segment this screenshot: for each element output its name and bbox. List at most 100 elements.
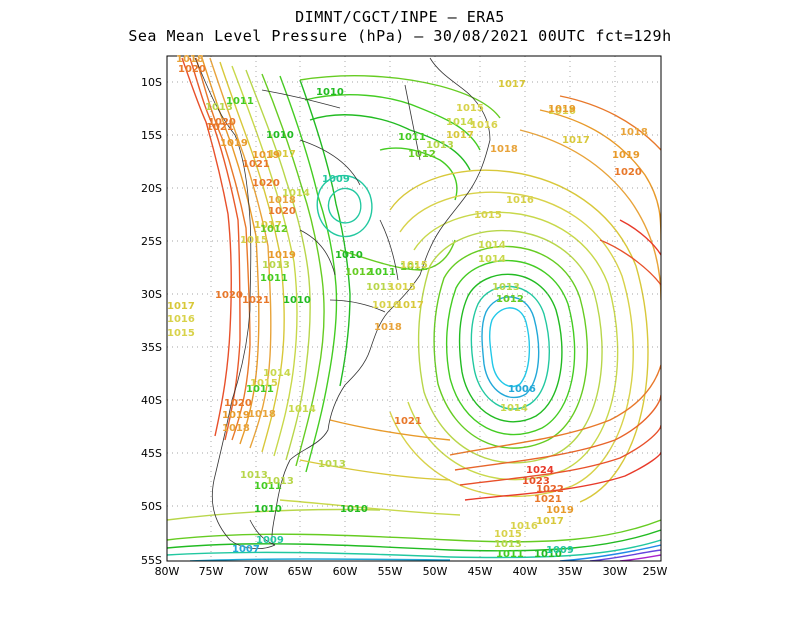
contour-label: 1011: [226, 96, 254, 107]
contour-label: 1013: [318, 459, 346, 470]
lat-tick-label: 15S: [141, 129, 162, 142]
contour-label: 1017: [536, 516, 564, 527]
contour-label: 1015: [494, 529, 522, 540]
lon-tick-label: 50W: [423, 565, 448, 578]
contour-label: 1020: [614, 167, 642, 178]
lon-tick-label: 35W: [558, 565, 583, 578]
contour-label: 1015: [240, 235, 268, 246]
contour-label: 1016: [470, 120, 498, 131]
contour-label: 1010: [266, 130, 294, 141]
contour-label: 1021: [242, 159, 270, 170]
lat-tick-label: 50S: [141, 500, 162, 513]
contour-label: 1007: [232, 544, 260, 555]
contour-label: 1021: [534, 494, 562, 505]
contour-label: 1015: [456, 103, 484, 114]
contour-label: 1024: [526, 465, 554, 476]
contour-label: 1020: [252, 178, 280, 189]
map-subtitle: Sea Mean Level Pressure (hPa) – 30/08/20…: [128, 27, 672, 45]
contour-label: 1021: [206, 122, 234, 133]
lon-tick-label: 75W: [199, 565, 224, 578]
contour-label: 1017: [396, 300, 424, 311]
contour-label: 1019: [220, 138, 248, 149]
contour-label: 1018: [222, 423, 250, 434]
lat-tick-label: 35S: [141, 341, 162, 354]
lat-tick-label: 40S: [141, 394, 162, 407]
contour-label: 1019: [548, 104, 576, 115]
contour-label: 1014: [282, 188, 310, 199]
lon-tick-label: 45W: [468, 565, 493, 578]
contour-label: 1015: [388, 282, 416, 293]
contour-label: 1013: [426, 140, 454, 151]
contour-label: 1017: [446, 130, 474, 141]
contour-label: 1013: [240, 470, 268, 481]
contour-label: 1013: [366, 282, 394, 293]
contour-label: 1010: [340, 504, 368, 515]
contour-label: 1010: [316, 87, 344, 98]
contour-label: 1018: [374, 322, 402, 333]
map-frame: [166, 55, 662, 562]
contour-label: 1019: [252, 150, 280, 161]
contour-label: 1015: [167, 328, 195, 339]
lon-tick-label: 60W: [333, 565, 358, 578]
contour-label: 1012: [260, 224, 288, 235]
contour-label: 1006: [508, 384, 536, 395]
contour-label: 1009: [546, 545, 574, 556]
lat-tick-label: 45S: [141, 447, 162, 460]
contour-label: 1010: [534, 549, 562, 560]
contour-label-layer: 1018 1020 1013 1021 1019 1010 1017 1021 …: [167, 54, 648, 560]
contour-label: 1011: [254, 481, 282, 492]
contour-label: 1014: [478, 240, 506, 251]
contour-label: 1018: [176, 54, 204, 65]
contour-label: 1009: [256, 535, 284, 546]
contour-label: 1017: [167, 301, 195, 312]
contour-label: 1011: [398, 132, 426, 143]
contour-label: 1017: [562, 135, 590, 146]
contour-label: 1020: [215, 290, 243, 301]
contour-label: 1016: [510, 521, 538, 532]
lon-tick-label: 55W: [378, 565, 403, 578]
contour-label: 1013: [492, 282, 520, 293]
contour-label: 1020: [268, 206, 296, 217]
contour-label: 1012: [345, 267, 373, 278]
lon-axis: 80W 75W 70W 65W 60W 55W 50W 45W 40W 35W …: [155, 565, 668, 578]
contour-label: 1017: [268, 149, 296, 160]
contour-label: 1019: [612, 150, 640, 161]
contour-label: 1018: [620, 127, 648, 138]
contour-label: 1023: [522, 476, 550, 487]
contour-label: 1012: [408, 149, 436, 160]
contour-label: 1017: [498, 79, 526, 90]
contour-label: 1012: [400, 262, 428, 273]
contour-label: 1022: [536, 484, 564, 495]
contour-label: 1014: [446, 117, 474, 128]
lon-tick-label: 65W: [288, 565, 313, 578]
lon-tick-label: 25W: [643, 565, 668, 578]
contour-label: 1013: [266, 476, 294, 487]
contour-label: 1013: [205, 102, 233, 113]
contour-label: 1012: [496, 294, 524, 305]
contour-label: 1016: [548, 106, 576, 117]
contour-label: 1013: [494, 539, 522, 550]
contour-label: 1010: [283, 295, 311, 306]
contour-label: 1020: [224, 398, 252, 409]
contour-label: 1011: [246, 384, 274, 395]
contour-label: 1011: [496, 549, 524, 560]
contour-label: 1014: [288, 404, 316, 415]
map-title: DIMNT/CGCT/INPE – ERA5: [295, 8, 505, 26]
coastline-layer: [194, 57, 491, 550]
contour-label: 1015: [250, 378, 278, 389]
contour-label: 1018: [248, 409, 276, 420]
lat-tick-label: 30S: [141, 288, 162, 301]
contour-label: 1019: [546, 505, 574, 516]
contour-label: 1021: [394, 416, 422, 427]
lat-tick-label: 20S: [141, 182, 162, 195]
isobar-layer: [167, 57, 661, 561]
contour-label: 1009: [322, 174, 350, 185]
contour-label: 1019: [268, 250, 296, 261]
lat-tick-label: 10S: [141, 76, 162, 89]
contour-label: 1020: [178, 64, 206, 75]
contour-label: 1011: [260, 273, 288, 284]
contour-label: 1014: [478, 254, 506, 265]
lon-tick-label: 40W: [513, 565, 538, 578]
contour-label: 1019: [222, 410, 250, 421]
